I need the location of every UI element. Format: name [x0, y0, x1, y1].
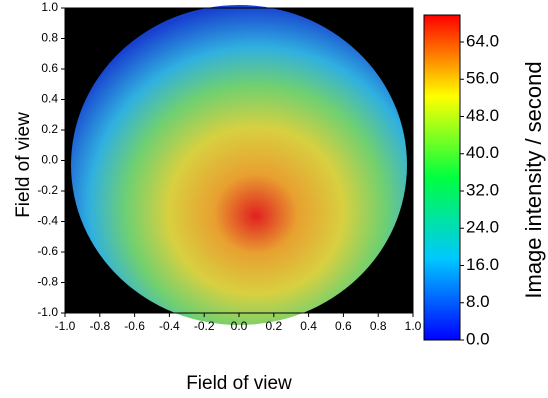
colorbar-label: Image intensity / second: [521, 61, 546, 298]
y-tick-label: -0.8: [37, 275, 58, 289]
y-tick-label: 1.0: [41, 0, 58, 14]
colorbar-tick-label: 0.0: [466, 329, 490, 348]
x-tick-label: 1.0: [405, 319, 422, 333]
chart: Field of view Field of view Image intens…: [0, 0, 548, 398]
x-tick-label: 0.4: [300, 319, 317, 333]
y-tick-label: -0.2: [37, 183, 58, 197]
x-tick-label: -1.0: [55, 319, 76, 333]
x-tick-label: 0.6: [335, 319, 352, 333]
colorbar-tick-label: 8.0: [466, 292, 490, 311]
y-tick-label: 0.2: [41, 122, 58, 136]
colorbar-tick-label: 64.0: [466, 31, 499, 50]
y-tick-label: 0.0: [41, 153, 58, 167]
heatmap-image: [71, 5, 407, 325]
y-tick-label: 0.8: [41, 31, 58, 45]
colorbar-tick-label: 24.0: [466, 218, 499, 237]
x-tick-label: -0.6: [124, 319, 145, 333]
colorbar-tick-label: 40.0: [466, 143, 499, 162]
x-tick-label: 0.2: [265, 319, 282, 333]
colorbar-tick-label: 48.0: [466, 106, 499, 125]
x-tick-label: -0.2: [194, 319, 215, 333]
y-tick-label: 0.6: [41, 61, 58, 75]
y-tick-label: 0.4: [41, 92, 58, 106]
x-tick-label: 0.8: [370, 319, 387, 333]
colorbar-tick-label: 16.0: [466, 255, 499, 274]
y-tick-label: -0.6: [37, 244, 58, 258]
x-tick-label: 0.0: [231, 319, 248, 333]
x-tick-label: -0.4: [159, 319, 180, 333]
x-tick-label: -0.8: [89, 319, 110, 333]
x-axis-label: Field of view: [186, 373, 292, 394]
y-tick-label: -0.4: [37, 214, 58, 228]
y-axis-label: Field of view: [13, 112, 34, 218]
y-tick-label: -1.0: [37, 305, 58, 319]
colorbar-tick-label: 56.0: [466, 69, 499, 88]
colorbar: [424, 15, 460, 340]
colorbar-tick-label: 32.0: [466, 180, 499, 199]
